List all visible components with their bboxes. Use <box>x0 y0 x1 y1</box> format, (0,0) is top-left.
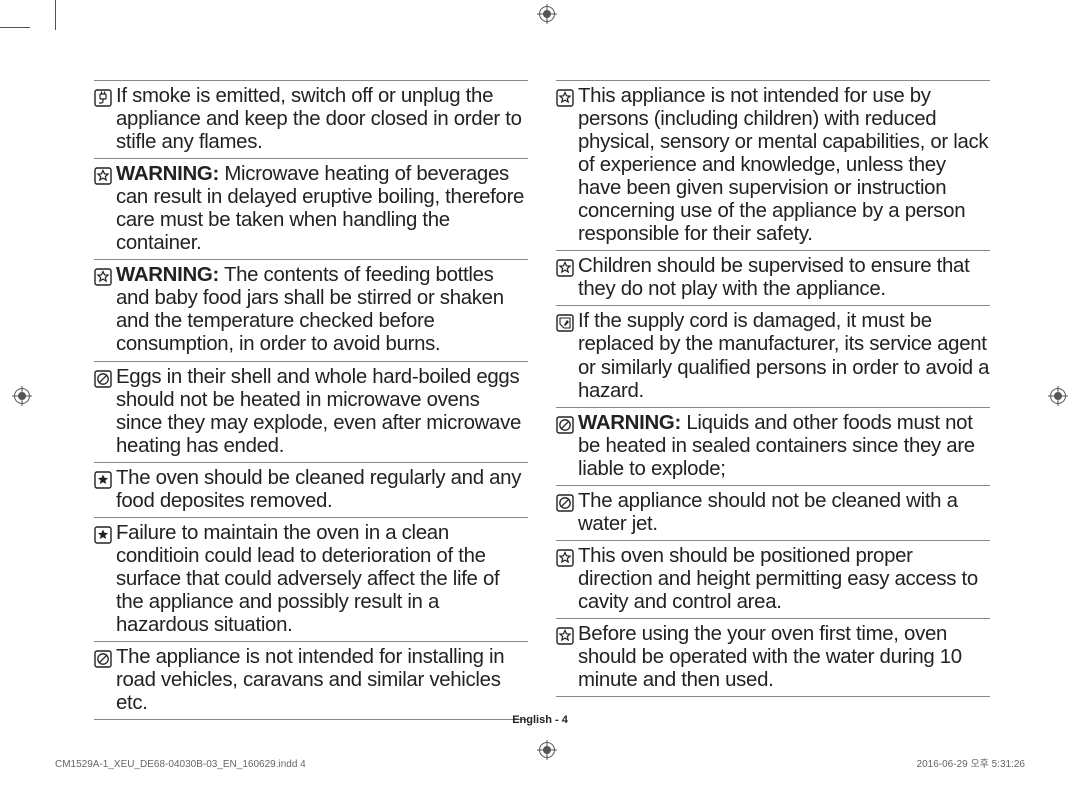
star-solid-icon <box>94 526 112 544</box>
plug-icon <box>94 89 112 107</box>
instruction-row: The appliance should not be cleaned with… <box>556 486 990 541</box>
prohibit-icon <box>94 370 112 388</box>
star-outline-icon <box>556 89 574 107</box>
star-outline-icon <box>556 259 574 277</box>
instruction-text: This appliance is not intended for use b… <box>578 85 990 246</box>
note-pencil-icon <box>556 314 574 332</box>
registration-mark-icon <box>1050 388 1066 404</box>
registration-mark-icon <box>14 388 30 404</box>
instruction-row: Children should be supervised to ensure … <box>556 251 990 306</box>
registration-mark-icon <box>539 6 555 22</box>
crop-mark <box>0 27 30 28</box>
instruction-text: Failure to maintain the oven in a clean … <box>116 522 528 637</box>
prohibit-icon <box>556 416 574 434</box>
page-content: If smoke is emitted, switch off or unplu… <box>94 80 990 720</box>
registration-mark-icon <box>539 742 555 758</box>
instruction-row: The oven should be cleaned regularly and… <box>94 463 528 518</box>
instruction-text: Before using the your oven first time, o… <box>578 623 990 692</box>
instruction-text: If smoke is emitted, switch off or unplu… <box>116 85 528 154</box>
instruction-text: If the supply cord is damaged, it must b… <box>578 310 990 402</box>
page-number-label: English - 4 <box>0 714 1080 726</box>
instruction-row: Eggs in their shell and whole hard-boile… <box>94 362 528 463</box>
instruction-text: The oven should be cleaned regularly and… <box>116 467 528 513</box>
instruction-text: WARNING: Liquids and other foods must no… <box>578 412 990 481</box>
instruction-row: WARNING: Microwave heating of beverages … <box>94 159 528 260</box>
instruction-text: WARNING: Microwave heating of beverages … <box>116 163 528 255</box>
instruction-text: The appliance should not be cleaned with… <box>578 490 990 536</box>
star-outline-icon <box>556 627 574 645</box>
instruction-row: Before using the your oven first time, o… <box>556 619 990 697</box>
star-outline-icon <box>94 167 112 185</box>
two-column-layout: If smoke is emitted, switch off or unplu… <box>94 80 990 720</box>
footer-filename: CM1529A-1_XEU_DE68-04030B-03_EN_160629.i… <box>55 759 306 770</box>
instruction-text: This oven should be positioned proper di… <box>578 545 990 614</box>
instruction-row: WARNING: The contents of feeding bottles… <box>94 260 528 361</box>
instruction-text: The appliance is not intended for instal… <box>116 646 528 715</box>
instruction-row: WARNING: Liquids and other foods must no… <box>556 408 990 486</box>
instruction-row: If the supply cord is damaged, it must b… <box>556 306 990 407</box>
star-outline-icon <box>556 549 574 567</box>
star-solid-icon <box>94 471 112 489</box>
crop-mark <box>55 0 56 30</box>
instruction-row: This appliance is not intended for use b… <box>556 81 990 251</box>
left-column: If smoke is emitted, switch off or unplu… <box>94 80 528 720</box>
right-column: This appliance is not intended for use b… <box>556 80 990 720</box>
star-outline-icon <box>94 268 112 286</box>
prohibit-icon <box>94 650 112 668</box>
instruction-text: Eggs in their shell and whole hard-boile… <box>116 366 528 458</box>
instruction-text: WARNING: The contents of feeding bottles… <box>116 264 528 356</box>
prohibit-icon <box>556 494 574 512</box>
instruction-row: If smoke is emitted, switch off or unplu… <box>94 81 528 159</box>
instruction-row: Failure to maintain the oven in a clean … <box>94 518 528 642</box>
footer-timestamp: 2016-06-29 오후 5:31:26 <box>917 755 1025 770</box>
instruction-text: Children should be supervised to ensure … <box>578 255 990 301</box>
instruction-row: The appliance is not intended for instal… <box>94 642 528 720</box>
instruction-row: This oven should be positioned proper di… <box>556 541 990 619</box>
